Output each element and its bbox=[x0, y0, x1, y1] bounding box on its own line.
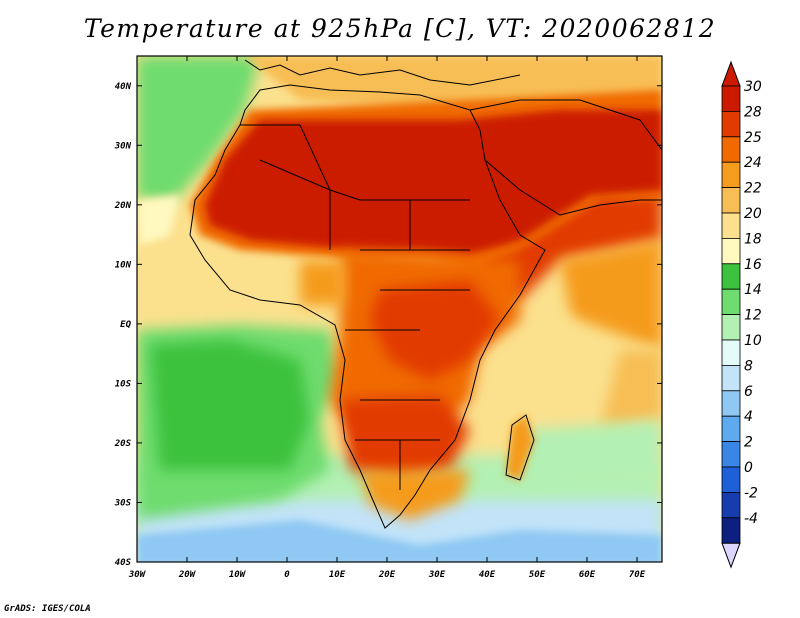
colorbar-swatch bbox=[721, 339, 741, 366]
colorbar-label: 2 bbox=[744, 435, 753, 451]
colorbar-swatch bbox=[721, 111, 741, 138]
colorbar-swatch bbox=[721, 237, 741, 265]
colorbar-swatch bbox=[721, 136, 741, 163]
x-tick-label: 30W bbox=[128, 570, 147, 580]
x-tick-label: 60E bbox=[579, 570, 596, 580]
colorbar-swatch bbox=[721, 441, 741, 468]
x-tick-label: 20E bbox=[378, 570, 396, 580]
colorbar-swatch bbox=[721, 212, 741, 239]
colorbar-label: 12 bbox=[744, 308, 762, 324]
y-tick-label: 30N bbox=[114, 141, 132, 151]
colorbar-label: 24 bbox=[744, 155, 762, 171]
colorbar-swatch bbox=[721, 263, 741, 290]
colorbar-label: 8 bbox=[744, 358, 753, 374]
x-tick-label: 10E bbox=[329, 570, 346, 580]
map-title: Temperature at 925hPa [C], VT: 202006281… bbox=[83, 14, 717, 43]
colorbar-bottom-arrow bbox=[721, 542, 741, 569]
colorbar-swatch bbox=[721, 288, 741, 316]
grads-credit: GrADS: IGES/COLA bbox=[4, 604, 91, 614]
colorbar-label: 18 bbox=[744, 231, 762, 247]
colorbar-swatch bbox=[721, 161, 741, 188]
y-tick-label: 30S bbox=[114, 498, 132, 508]
y-tick-label: 40N bbox=[115, 82, 132, 92]
x-tick-label: 0 bbox=[284, 570, 290, 580]
colorbar-swatch bbox=[721, 517, 741, 544]
colorbar-top-arrow bbox=[721, 60, 741, 87]
colorbar-swatch bbox=[721, 187, 741, 214]
colorbar-label: 30 bbox=[744, 79, 762, 95]
colorbar-label: 4 bbox=[744, 409, 753, 425]
colorbar-label: 20 bbox=[744, 206, 762, 222]
colorbar-swatch bbox=[721, 415, 741, 443]
colorbar-label: 22 bbox=[744, 181, 762, 197]
y-tick-label: 10S bbox=[115, 379, 132, 389]
temperature-field bbox=[137, 56, 662, 562]
map-axes: 30W 20W 10W 0 10E 20E 30E 40E 50E 60E 70E 40N 30N 20N… bbox=[114, 56, 662, 580]
x-tick-label: 20W bbox=[178, 570, 197, 580]
colorbar-label: -2 bbox=[744, 485, 758, 501]
x-tick-label: 10W bbox=[229, 570, 247, 580]
y-tick-label: 40S bbox=[115, 558, 132, 568]
colorbar-label: 6 bbox=[744, 384, 753, 400]
colorbar-label: 14 bbox=[744, 282, 762, 298]
colorbar-label: 10 bbox=[744, 333, 762, 349]
colorbar-swatch bbox=[721, 466, 741, 493]
colorbar-label: -4 bbox=[744, 511, 758, 527]
x-tick-label: 70E bbox=[629, 570, 646, 580]
colorbar-swatch bbox=[721, 364, 741, 392]
colorbar-swatch bbox=[721, 85, 741, 112]
colorbar-label: 28 bbox=[744, 104, 762, 120]
colorbar-label: 16 bbox=[744, 257, 762, 273]
y-tick-label: 20S bbox=[114, 439, 132, 449]
colorbar-swatch bbox=[721, 314, 741, 341]
map-frame bbox=[136, 55, 663, 563]
colorbar-label: 0 bbox=[744, 460, 753, 476]
coastlines bbox=[189, 59, 662, 529]
x-tick-label: 30E bbox=[428, 570, 446, 580]
x-tick-label: 40E bbox=[479, 570, 496, 580]
y-tick-label: EQ bbox=[120, 320, 131, 330]
x-tick-label: 50E bbox=[529, 570, 546, 580]
colorbar-swatch bbox=[721, 491, 741, 519]
y-tick-label: 10N bbox=[115, 260, 132, 270]
colorbar-label: 25 bbox=[744, 130, 762, 146]
y-tick-label: 20N bbox=[114, 201, 132, 211]
colorbar-swatch bbox=[721, 390, 741, 417]
